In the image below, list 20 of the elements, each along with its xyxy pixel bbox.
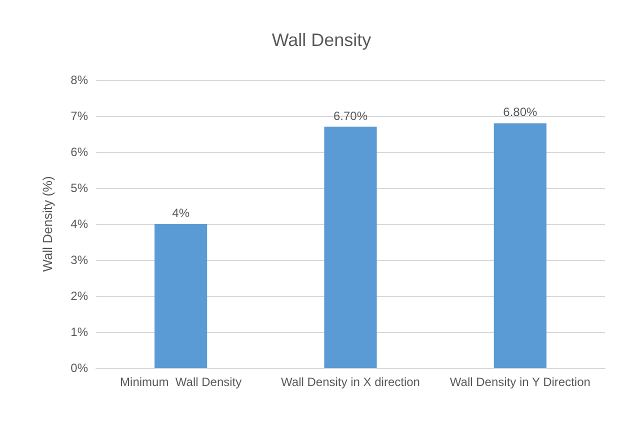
y-axis-title: Wall Density (%)	[40, 176, 55, 272]
y-tick-label: 2%	[70, 289, 88, 303]
x-tick-label: Wall Density in X direction	[281, 375, 420, 389]
data-label: 4%	[172, 206, 190, 220]
y-tick-label: 5%	[70, 181, 88, 195]
y-tick-label: 8%	[70, 73, 88, 87]
y-tick-label: 4%	[70, 217, 88, 231]
bar	[154, 224, 208, 368]
bar	[494, 123, 546, 368]
bar	[324, 126, 377, 368]
x-tick-label: Wall Density in Y Direction	[450, 375, 590, 389]
data-label: 6.70%	[333, 108, 368, 123]
y-tick-label: 3%	[70, 253, 88, 267]
y-tick-label: 6%	[70, 145, 88, 159]
x-tick-label: Minimum Wall Density	[120, 375, 242, 389]
chart-title: Wall Density	[272, 30, 372, 50]
y-tick-label: 7%	[70, 109, 88, 123]
y-tick-label: 1%	[70, 325, 88, 339]
data-label: 6.80%	[503, 105, 538, 120]
y-tick-label: 0%	[70, 361, 88, 375]
